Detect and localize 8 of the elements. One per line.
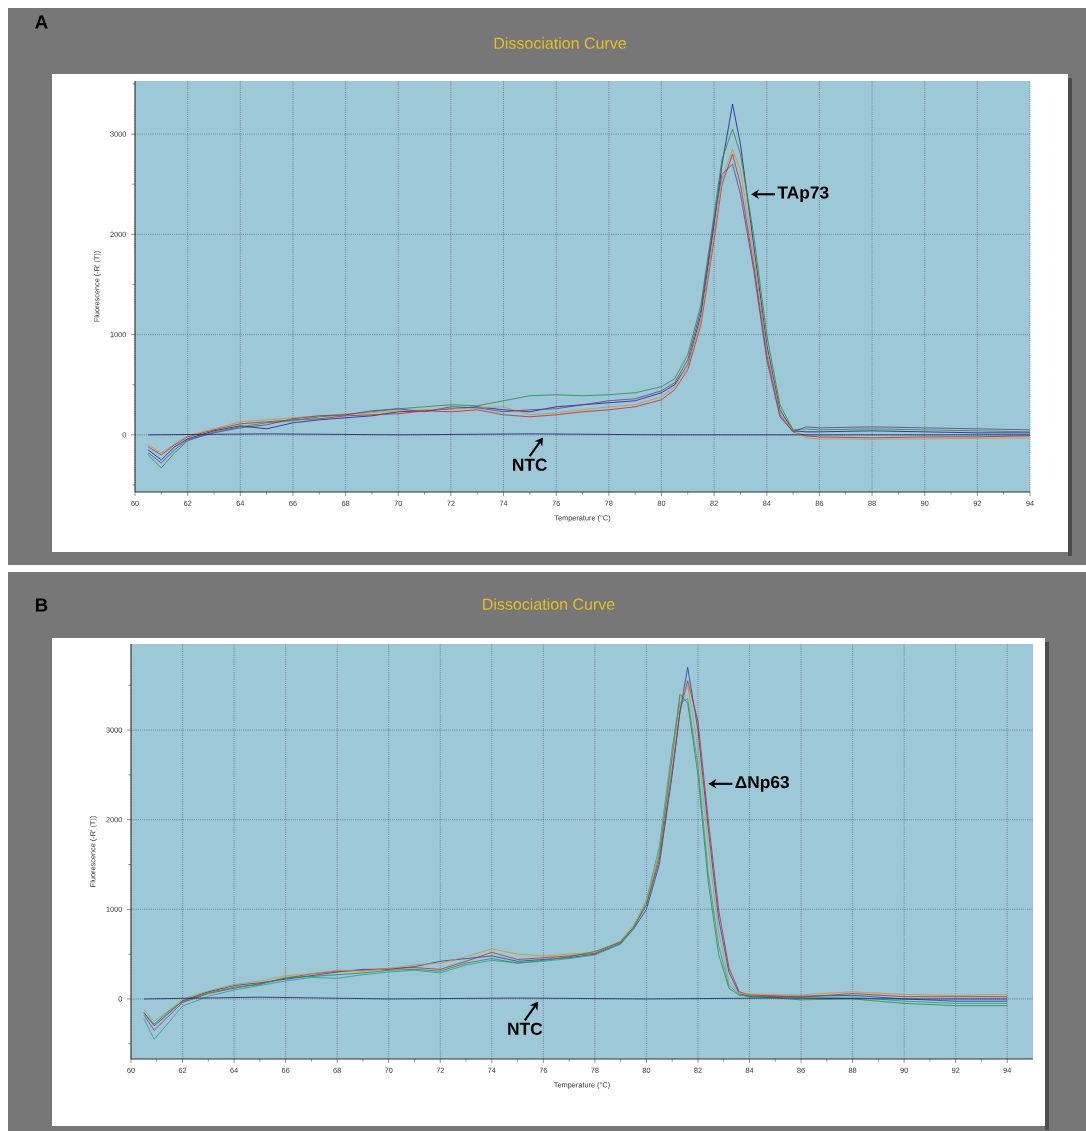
annotation: ΔNp63 bbox=[735, 775, 789, 792]
text: A bbox=[35, 15, 48, 29]
text: B bbox=[35, 598, 48, 612]
annotation: NTC bbox=[513, 458, 548, 471]
chart-title: Dissociation Curve bbox=[494, 37, 626, 49]
annotation: TAp73 bbox=[777, 186, 829, 203]
chart-title: Dissociation Curve bbox=[483, 598, 615, 610]
annotation: NTC bbox=[508, 1022, 543, 1035]
